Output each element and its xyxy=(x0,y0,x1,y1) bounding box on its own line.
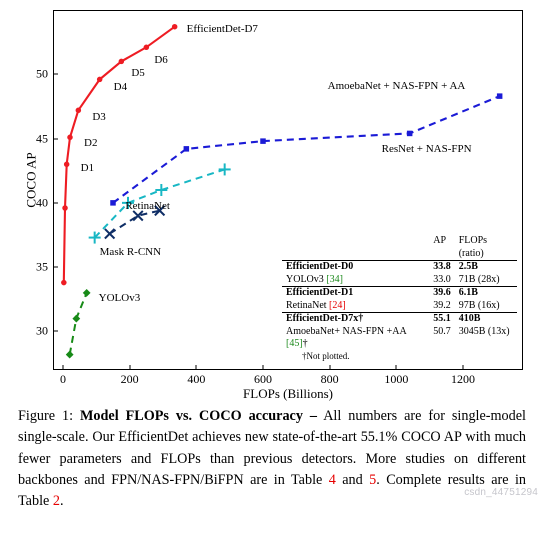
x-tick-label: 200 xyxy=(121,372,139,387)
inset-row: EfficientDet-D033.82.5B xyxy=(282,261,517,274)
x-tick-label: 1200 xyxy=(451,372,475,387)
series-label-maskrcnn: Mask R-CNN xyxy=(100,246,161,258)
series-label-yolov3: YOLOv3 xyxy=(99,292,141,304)
caption-tail: . xyxy=(60,493,64,509)
x-tick-label: 600 xyxy=(254,372,272,387)
x-tick-label: 1000 xyxy=(384,372,408,387)
x-tick-label: 400 xyxy=(187,372,205,387)
inset-table-body: EfficientDet-D033.82.5BYOLOv3 [34]33.071… xyxy=(282,261,517,351)
y-tick-label: 40 xyxy=(36,195,48,210)
series-label-efficientdet: EfficientDet-D7 xyxy=(187,23,258,35)
inset-row: AmoebaNet+ NAS-FPN +AA [45]†50.73045B (1… xyxy=(282,326,517,351)
x-tick-label: 0 xyxy=(60,372,66,387)
y-tick-label: 30 xyxy=(36,324,48,339)
inset-footnote: †Not plotted. xyxy=(282,351,517,362)
y-tick-label: 45 xyxy=(36,131,48,146)
caption-mid-1: and xyxy=(336,472,369,488)
inset-col-flops: FLOPs (ratio) xyxy=(455,235,517,261)
series-label-nasfpn: ResNet + NAS-FPN xyxy=(382,143,472,155)
inset-row: YOLOv3 [34]33.071B (28x) xyxy=(282,274,517,287)
caption-ref-c: 2 xyxy=(53,493,60,509)
inset-col-model xyxy=(282,235,429,261)
figure-caption: Figure 1: Model FLOPs vs. COCO accuracy … xyxy=(18,406,526,512)
figure-page: COCO AP FLOPs (Billions) AP FLOPs (ratio… xyxy=(0,0,544,538)
inset-comparison-table: AP FLOPs (ratio) EfficientDet-D033.82.5B… xyxy=(278,233,521,364)
x-tick-label: 800 xyxy=(321,372,339,387)
series-label-retinanet: RetinaNet xyxy=(125,200,170,212)
inset-col-ap: AP xyxy=(429,235,455,261)
caption-title: Model FLOPs vs. COCO accuracy – xyxy=(80,408,317,424)
y-tick-label: 50 xyxy=(36,67,48,82)
series-label-efficientdet: D5 xyxy=(131,67,144,79)
series-label-efficientdet: D4 xyxy=(114,81,127,93)
y-tick-label: 35 xyxy=(36,260,48,275)
inset-row: EfficientDet-D139.66.1B xyxy=(282,287,517,300)
inset-row: EfficientDet-D7x†55.1410B xyxy=(282,313,517,326)
caption-label: Figure 1: xyxy=(18,408,73,424)
caption-ref-a: 4 xyxy=(329,472,336,488)
series-label-efficientdet: D3 xyxy=(92,111,105,123)
series-label-efficientdet: D6 xyxy=(154,54,167,66)
watermark-text: csdn_44751294 xyxy=(464,487,538,498)
inset-row: RetinaNet [24]39.297B (16x) xyxy=(282,300,517,313)
series-label-efficientdet: D2 xyxy=(84,137,97,149)
series-label-efficientdet: D1 xyxy=(81,162,94,174)
series-label-nasfpn: AmoebaNet + NAS-FPN + AA xyxy=(328,80,466,92)
